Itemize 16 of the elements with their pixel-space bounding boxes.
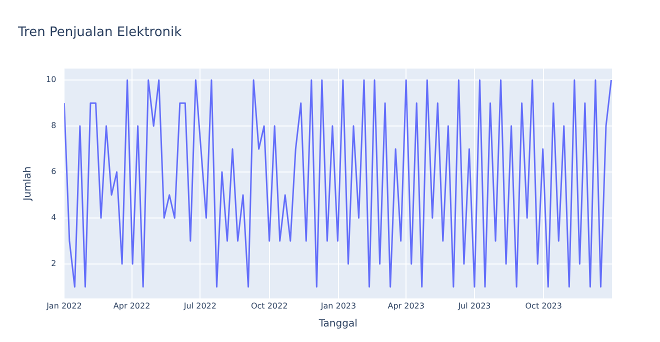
y-axis-title: Jumlah [22,166,34,202]
y-tick-label: 8 [51,121,56,130]
y-tick-label: 4 [51,213,56,222]
x-tick-label: Apr 2022 [113,301,150,310]
chart-title: Tren Penjualan Elektronik [17,25,182,40]
x-tick-label: Jul 2023 [457,301,491,310]
y-tick-label: 6 [51,167,56,176]
y-tick-label: 10 [46,75,56,84]
y-tick-label: 2 [51,259,56,268]
x-tick-label: Oct 2023 [525,301,562,310]
x-tick-label: Jan 2023 [320,301,356,310]
x-tick-label: Jan 2022 [46,301,82,310]
x-tick-label: Apr 2023 [388,301,424,310]
x-tick-label: Oct 2022 [250,301,288,310]
x-axis-title: Tanggal [318,318,358,330]
x-tick-label: Jul 2022 [182,301,216,310]
